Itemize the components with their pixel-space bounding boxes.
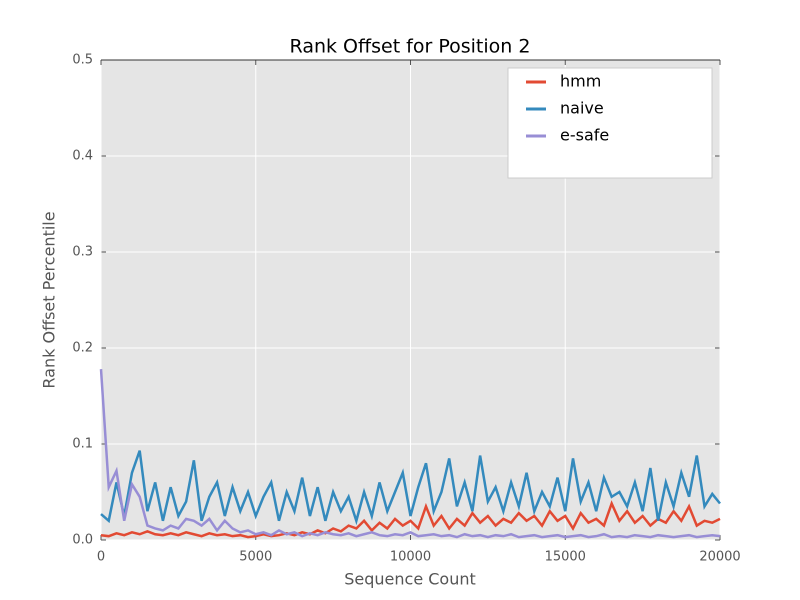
x-tick-label: 20000 [699, 550, 740, 565]
line-series [100, 500, 721, 539]
y-tick-label: 0.1 [72, 437, 93, 452]
y-tick-label: 0.5 [72, 53, 93, 68]
chart-title: Rank Offset for Position 2 [290, 36, 531, 58]
line-series [99, 369, 721, 539]
legend-box [507, 67, 713, 179]
x-tick-label: 0 [97, 550, 105, 565]
y-tick-label: 0.3 [72, 245, 93, 260]
x-axis-label: Sequence Count [344, 570, 476, 589]
x-tick-label: 5000 [239, 550, 272, 565]
line-series [100, 450, 721, 526]
legend-label: e-safe [560, 126, 609, 145]
legend: hmm naive e-safe [507, 67, 713, 179]
y-axis-label: Rank Offset Percentile [40, 211, 59, 388]
x-tick-label: 10000 [390, 550, 431, 565]
y-tick-label: 0.0 [72, 533, 93, 548]
legend-label: naive [560, 99, 604, 118]
y-tick-label: 0.4 [72, 149, 93, 164]
legend-label: hmm [560, 72, 601, 91]
x-tick-label: 15000 [545, 550, 586, 565]
y-tick-label: 0.2 [72, 341, 93, 356]
